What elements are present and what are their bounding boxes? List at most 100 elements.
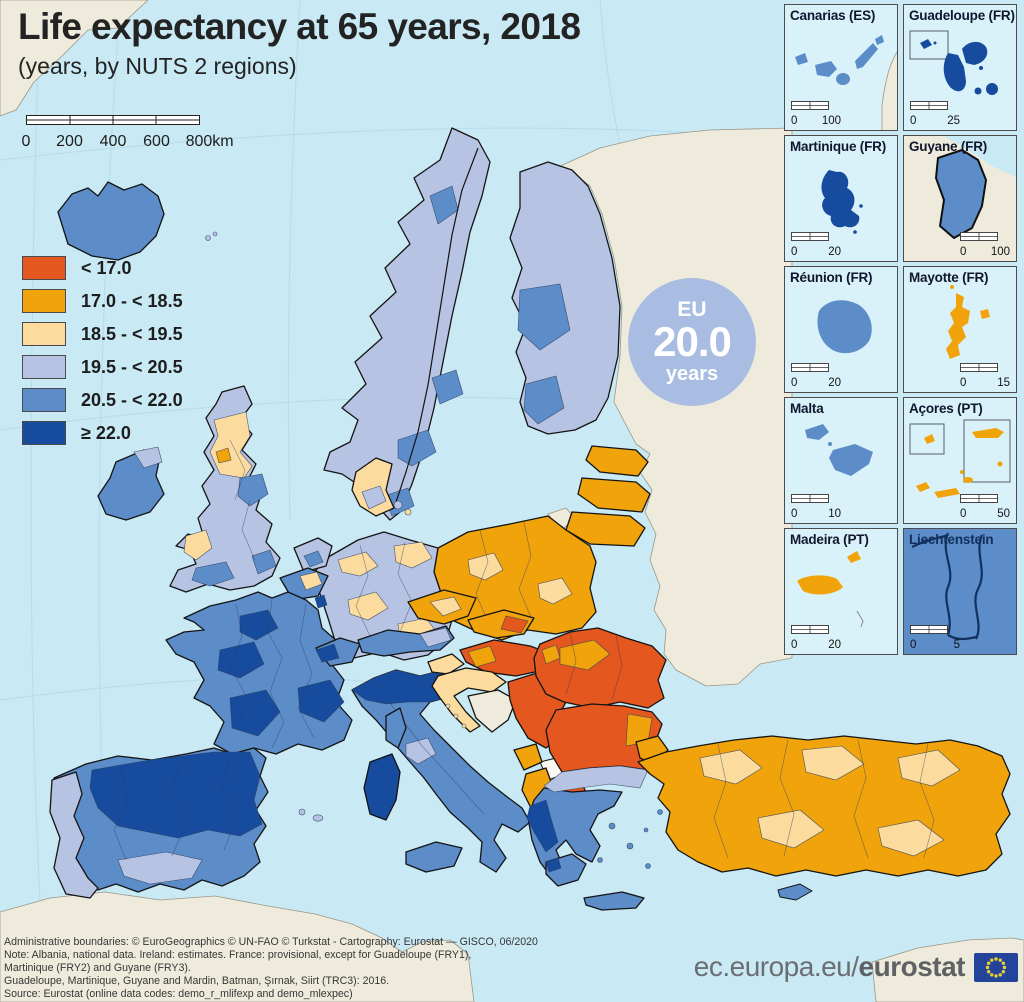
martinique-minimap xyxy=(821,170,863,234)
region-sardinia xyxy=(363,753,401,821)
inset-scale-max: 15 xyxy=(997,377,1010,389)
region-iceland xyxy=(57,181,165,261)
region-cyprus xyxy=(777,883,813,901)
scale-labels: 0 200 400 600 800km xyxy=(22,133,234,153)
region-greece xyxy=(527,787,623,879)
inset-scale-max: 25 xyxy=(947,115,960,127)
inset-scale-min: 0 xyxy=(960,377,967,389)
inset-scale-bar: 0 100 xyxy=(960,228,1010,258)
region-bosnia-no-data xyxy=(467,689,517,733)
inset-panel-canarias: Canarias (ES) 0 100 xyxy=(784,4,898,131)
legend-swatch xyxy=(22,322,66,346)
inset-panels: Canarias (ES) 0 100 Guadeloupe (FR) 0 25 xyxy=(784,4,1017,655)
inset-scale-bar: 0 20 xyxy=(791,359,841,389)
finland-region-patches xyxy=(517,283,571,425)
footer-line: Guadeloupe, Martinique, Guyane and Mardi… xyxy=(4,974,390,987)
spain-region-patches xyxy=(89,751,263,885)
inset-scale-max: 5 xyxy=(953,639,960,651)
legend-label: ≥ 22.0 xyxy=(81,422,131,443)
inset-panel-mayotte: Mayotte (FR) 0 15 xyxy=(903,266,1017,393)
inset-title: Açores (PT) xyxy=(909,401,983,416)
url-bold: eurostat xyxy=(858,951,966,982)
legend-swatch xyxy=(22,388,66,412)
inset-panel-madeira: Madeira (PT) 0 20 xyxy=(784,528,898,655)
url-regular: ec.europa.eu/ xyxy=(693,951,859,982)
inset-panel-martinique: Martinique (FR) 0 20 xyxy=(784,135,898,262)
legend-item: ≥ 22.0 xyxy=(22,421,183,445)
region-montenegro xyxy=(513,743,543,771)
inset-scale-min: 0 xyxy=(910,639,917,651)
inset-title: Malta xyxy=(790,401,824,416)
inset-title: Guyane (FR) xyxy=(909,139,988,154)
legend-swatch xyxy=(22,289,66,313)
inset-scale-min: 0 xyxy=(960,508,967,520)
inset-scale-min: 0 xyxy=(791,115,798,127)
region-scandinavia xyxy=(323,127,491,521)
inset-scale-min: 0 xyxy=(791,639,798,651)
inset-scale-min: 0 xyxy=(960,246,967,258)
badge-value: 20.0 xyxy=(653,317,732,365)
eu-flag-icon xyxy=(974,952,1018,982)
footer-line: Source: Eurostat (online data codes: dem… xyxy=(4,987,353,1000)
inset-scale-min: 0 xyxy=(791,508,798,520)
region-croatia xyxy=(431,667,507,733)
legend-item: 17.0 - < 18.5 xyxy=(22,289,183,313)
legend-item: 18.5 - < 19.5 xyxy=(22,322,183,346)
region-portugal xyxy=(49,771,99,899)
badge-unit: years xyxy=(665,363,719,386)
turkey-region-patches xyxy=(699,739,961,859)
scale-label: 200 xyxy=(56,133,83,150)
scale-label: 800km xyxy=(185,133,234,150)
france-region-patches xyxy=(217,599,345,749)
guadeloupe-minimap xyxy=(909,30,998,95)
region-corsica xyxy=(385,707,407,749)
greece-region-patches xyxy=(526,765,649,853)
inset-scale-bar: 0 20 xyxy=(791,228,841,258)
inset-scale-bar: 0 100 xyxy=(791,97,841,127)
inset-title: Martinique (FR) xyxy=(790,139,886,154)
legend-label: 17.0 - < 18.5 xyxy=(81,290,183,311)
title-block: Life expectancy at 65 years, 2018 (years… xyxy=(18,7,581,80)
legend-label: 20.5 - < 22.0 xyxy=(81,389,183,410)
region-finland xyxy=(509,161,621,435)
scale-label: 400 xyxy=(99,133,127,150)
inset-title: Madeira (PT) xyxy=(790,532,869,547)
italy-region-patches xyxy=(351,669,485,815)
map-scale-bar: 0 200 400 600 800km xyxy=(22,112,234,153)
legend-item: 20.5 - < 22.0 xyxy=(22,388,183,412)
inset-panel-guadeloupe: Guadeloupe (FR) 0 25 xyxy=(903,4,1017,131)
footer-line: Note: Albania, national data. Ireland: e… xyxy=(4,948,472,961)
eurostat-url: ec.europa.eu/eurostat xyxy=(693,951,966,983)
badge-region: EU xyxy=(677,297,707,321)
inset-panel-guyane: Guyane (FR) 0 100 xyxy=(903,135,1017,262)
region-latvia xyxy=(577,477,651,513)
legend-label: 18.5 - < 19.5 xyxy=(81,323,183,344)
inset-scale-bar: 0 15 xyxy=(960,359,1010,389)
region-estonia xyxy=(585,445,649,477)
inset-scale-max: 50 xyxy=(997,508,1010,520)
legend-swatch xyxy=(22,256,66,280)
legend-label: < 17.0 xyxy=(81,257,132,278)
eurostat-branding: ec.europa.eu/eurostat xyxy=(694,951,1018,983)
inset-title: Canarias (ES) xyxy=(790,8,876,23)
acores-minimap xyxy=(909,419,1011,498)
legend-item: < 17.0 xyxy=(22,256,183,280)
inset-scale-max: 100 xyxy=(821,115,841,127)
footer-notes: Administrative boundaries: © EuroGeograp… xyxy=(4,936,538,1001)
inset-title: Mayotte (FR) xyxy=(909,270,989,285)
inset-scale-min: 0 xyxy=(791,377,798,389)
reunion-minimap xyxy=(817,300,872,354)
inset-panel-acores: Açores (PT) 0 50 xyxy=(903,397,1017,524)
inset-scale-bar: 0 25 xyxy=(910,97,960,127)
inset-scale-max: 20 xyxy=(828,377,841,389)
eu-regions xyxy=(49,127,1011,911)
footer-line: Martinique (FRY2) and Guyane (FRY3). xyxy=(4,961,191,974)
canarias-minimap xyxy=(795,35,897,130)
malta-minimap xyxy=(805,424,873,476)
legend: < 17.0 17.0 - < 18.5 18.5 - < 19.5 19.5 … xyxy=(22,256,183,445)
legend-item: 19.5 - < 20.5 xyxy=(22,355,183,379)
inset-panel-reunion: Réunion (FR) 0 20 xyxy=(784,266,898,393)
poland-region-patches xyxy=(467,521,573,627)
